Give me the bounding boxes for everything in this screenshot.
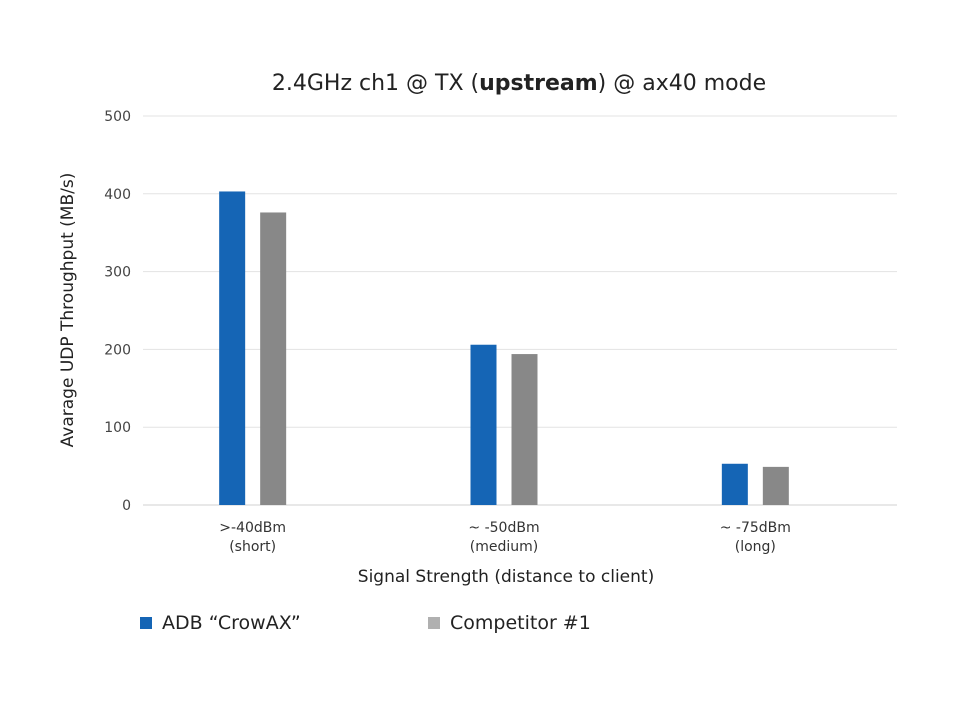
legend-swatch-series-1 <box>140 617 152 629</box>
bars <box>219 191 789 506</box>
y-tick-label: 100 <box>104 420 131 436</box>
y-axis-ticks: 0 100 200 300 400 500 <box>104 109 131 514</box>
legend-label-series-2: Competitor #1 <box>450 612 591 634</box>
y-tick-label: 400 <box>104 187 131 203</box>
bar-series-1 <box>470 344 497 505</box>
chart-title: 2.4GHz ch1 @ TX (upstream) @ ax40 mode <box>272 71 766 96</box>
legend-label-series-1: ADB “CrowAX” <box>162 612 301 634</box>
bar-series-2 <box>260 212 287 506</box>
legend-item-series-2: Competitor #1 <box>428 612 591 634</box>
bar-series-2 <box>511 354 538 505</box>
bar-series-1 <box>219 191 246 505</box>
x-tick-label: (long) <box>735 539 776 555</box>
y-tick-label: 0 <box>122 498 131 514</box>
legend-item-series-1: ADB “CrowAX” <box>140 612 301 634</box>
x-tick-label: (short) <box>229 539 276 555</box>
bar-series-2 <box>762 466 789 505</box>
x-tick-label: (medium) <box>470 539 538 555</box>
x-tick-label: >-40dBm <box>219 520 286 536</box>
x-tick-label: ~ -50dBm <box>468 520 539 536</box>
x-axis-categories: >-40dBm (short) ~ -50dBm (medium) ~ -75dBm (l… <box>219 520 791 555</box>
y-axis-title: Avarage UDP Throughput (MB/s) <box>58 173 78 448</box>
y-tick-label: 500 <box>104 109 131 125</box>
legend-swatch-series-2 <box>428 617 440 629</box>
y-tick-label: 300 <box>104 265 131 281</box>
bar-series-1 <box>721 463 748 505</box>
y-tick-label: 200 <box>104 342 131 358</box>
title-bold-word: upstream <box>479 71 598 96</box>
title-suffix: ) @ ax40 mode <box>598 71 766 96</box>
x-axis-title: Signal Strength (distance to client) <box>358 567 654 587</box>
legend: ADB “CrowAX” Competitor #1 <box>140 612 740 638</box>
x-tick-label: ~ -75dBm <box>720 520 791 536</box>
title-prefix: 2.4GHz ch1 @ TX ( <box>272 71 479 96</box>
